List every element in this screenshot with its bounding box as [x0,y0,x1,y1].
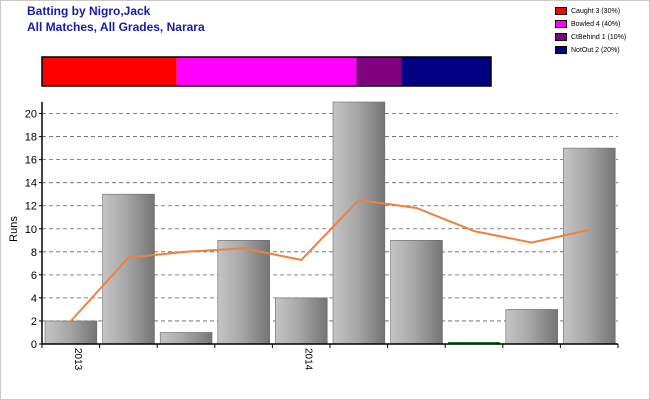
legend-item-ctbehind: CtBehind 1 (10%) [555,31,626,43]
dismissal-bar-outline [41,56,492,87]
bar [275,297,328,345]
legend-item-notout: NotOut 2 (20%) [555,44,626,56]
legend-swatch-notout [555,46,567,54]
dismissal-segment-ctbehind [356,57,402,86]
legend-item-caught: Caught 3 (30%) [555,5,626,17]
dismissal-segment-notout [401,57,491,86]
chart-title: Batting by Nigro,Jack [27,4,151,18]
y-tick-label: 12 [25,201,37,213]
x-tick-labels: 2013 2014 [72,348,313,371]
legend-label-caught: Caught 3 (30%) [571,7,621,15]
dismissal-bar [41,56,492,87]
bar [217,239,270,345]
y-tick-label: 2 [31,316,37,328]
legend-item-bowled: Bowled 4 (40%) [555,18,626,30]
bar-zero [448,342,501,344]
legend-swatch-ctbehind [555,33,567,41]
y-axis-label: Runs [8,216,20,242]
bar [332,101,386,345]
bar [563,147,616,345]
y-tick-label: 8 [31,247,37,259]
y-tick-label: 4 [31,293,37,305]
bar [505,309,558,345]
legend-label-ctbehind: CtBehind 1 (10%) [571,33,627,41]
y-tick-label: 0 [31,339,37,351]
y-tick-label: 14 [25,178,37,190]
y-tick-label: 20 [25,109,37,121]
average-line-layer [70,198,590,322]
chart-subtitle: All Matches, All Grades, Narara [27,20,205,34]
y-tick-label: 18 [25,132,37,144]
axes [41,102,619,348]
y-tick-label: 10 [25,224,37,236]
y-tick-label: 6 [31,270,37,282]
y-tick-label: 16 [25,155,37,167]
bar [44,320,98,345]
bar [102,193,155,345]
bars [44,101,616,345]
dismissal-segment-bowled [176,57,357,86]
legend-label-bowled: Bowled 4 (40%) [571,20,621,28]
bar [159,332,213,345]
average-line [70,198,590,322]
legend-label-notout: NotOut 2 (20%) [571,46,620,54]
y-tick-labels: 0 2 4 6 8 10 12 14 16 18 20 [25,109,37,351]
bar [390,239,443,345]
legend: Caught 3 (30%) Bowled 4 (40%) CtBehind 1… [555,5,626,57]
x-tick-label: 2013 [72,348,83,371]
legend-swatch-bowled [555,20,567,28]
legend-swatch-caught [555,7,567,15]
x-tick-label: 2014 [302,348,313,371]
dismissal-segment-caught [42,57,177,86]
